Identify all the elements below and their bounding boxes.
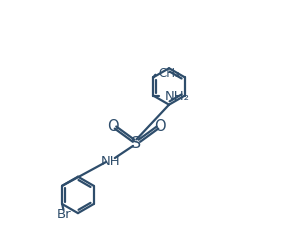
Text: O: O [154, 118, 166, 134]
Text: CH₃: CH₃ [158, 66, 180, 79]
Text: O: O [107, 118, 118, 134]
Text: Br: Br [57, 207, 72, 220]
Text: NH: NH [101, 154, 120, 167]
Text: NH₂: NH₂ [164, 90, 190, 103]
Text: S: S [132, 136, 142, 151]
